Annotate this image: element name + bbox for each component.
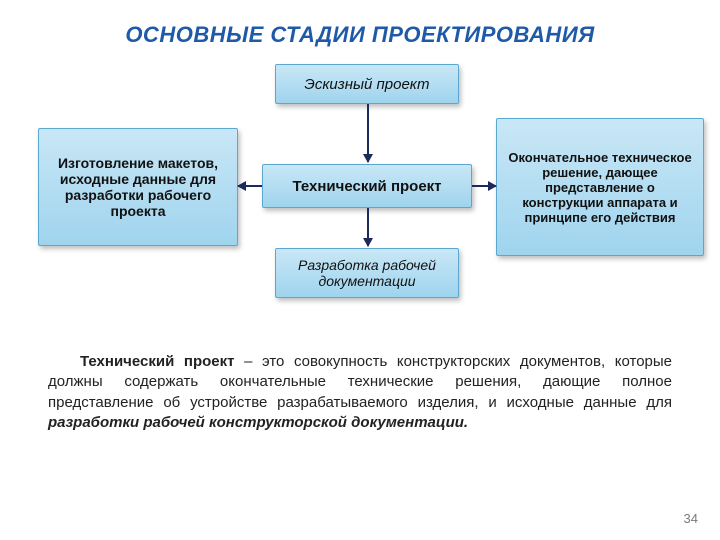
node-label: Эскизный проект	[304, 76, 429, 93]
node-label: Технический проект	[292, 178, 441, 195]
connector-right	[472, 185, 496, 187]
node-right-desc: Окончательное техническое решение, дающе…	[496, 118, 704, 256]
node-eskizny-proekt: Эскизный проект	[275, 64, 459, 104]
node-label: Окончательное техническое решение, дающе…	[507, 150, 693, 225]
node-label: Разработка рабочей документации	[286, 257, 448, 289]
connector-left	[238, 185, 262, 187]
node-rabochaya-doc: Разработка рабочей документации	[275, 248, 459, 298]
arrow-down-1	[367, 104, 369, 162]
node-tech-proekt: Технический проект	[262, 164, 472, 208]
arrow-down-2	[367, 208, 369, 246]
para-tail: разработки рабочей конструкторской докум…	[48, 414, 468, 431]
node-label: Изготовление макетов, исходные данные дл…	[49, 155, 227, 219]
page-title: ОСНОВНЫЕ СТАДИИ ПРОЕКТИРОВАНИЯ	[0, 22, 720, 48]
para-lead: Технический проект	[80, 353, 235, 370]
definition-paragraph: Технический проект – это совокупность ко…	[48, 352, 672, 433]
slide: ОСНОВНЫЕ СТАДИИ ПРОЕКТИРОВАНИЯ Эскизный …	[0, 0, 720, 540]
node-left-desc: Изготовление макетов, исходные данные дл…	[38, 128, 238, 246]
page-number: 34	[684, 511, 698, 526]
